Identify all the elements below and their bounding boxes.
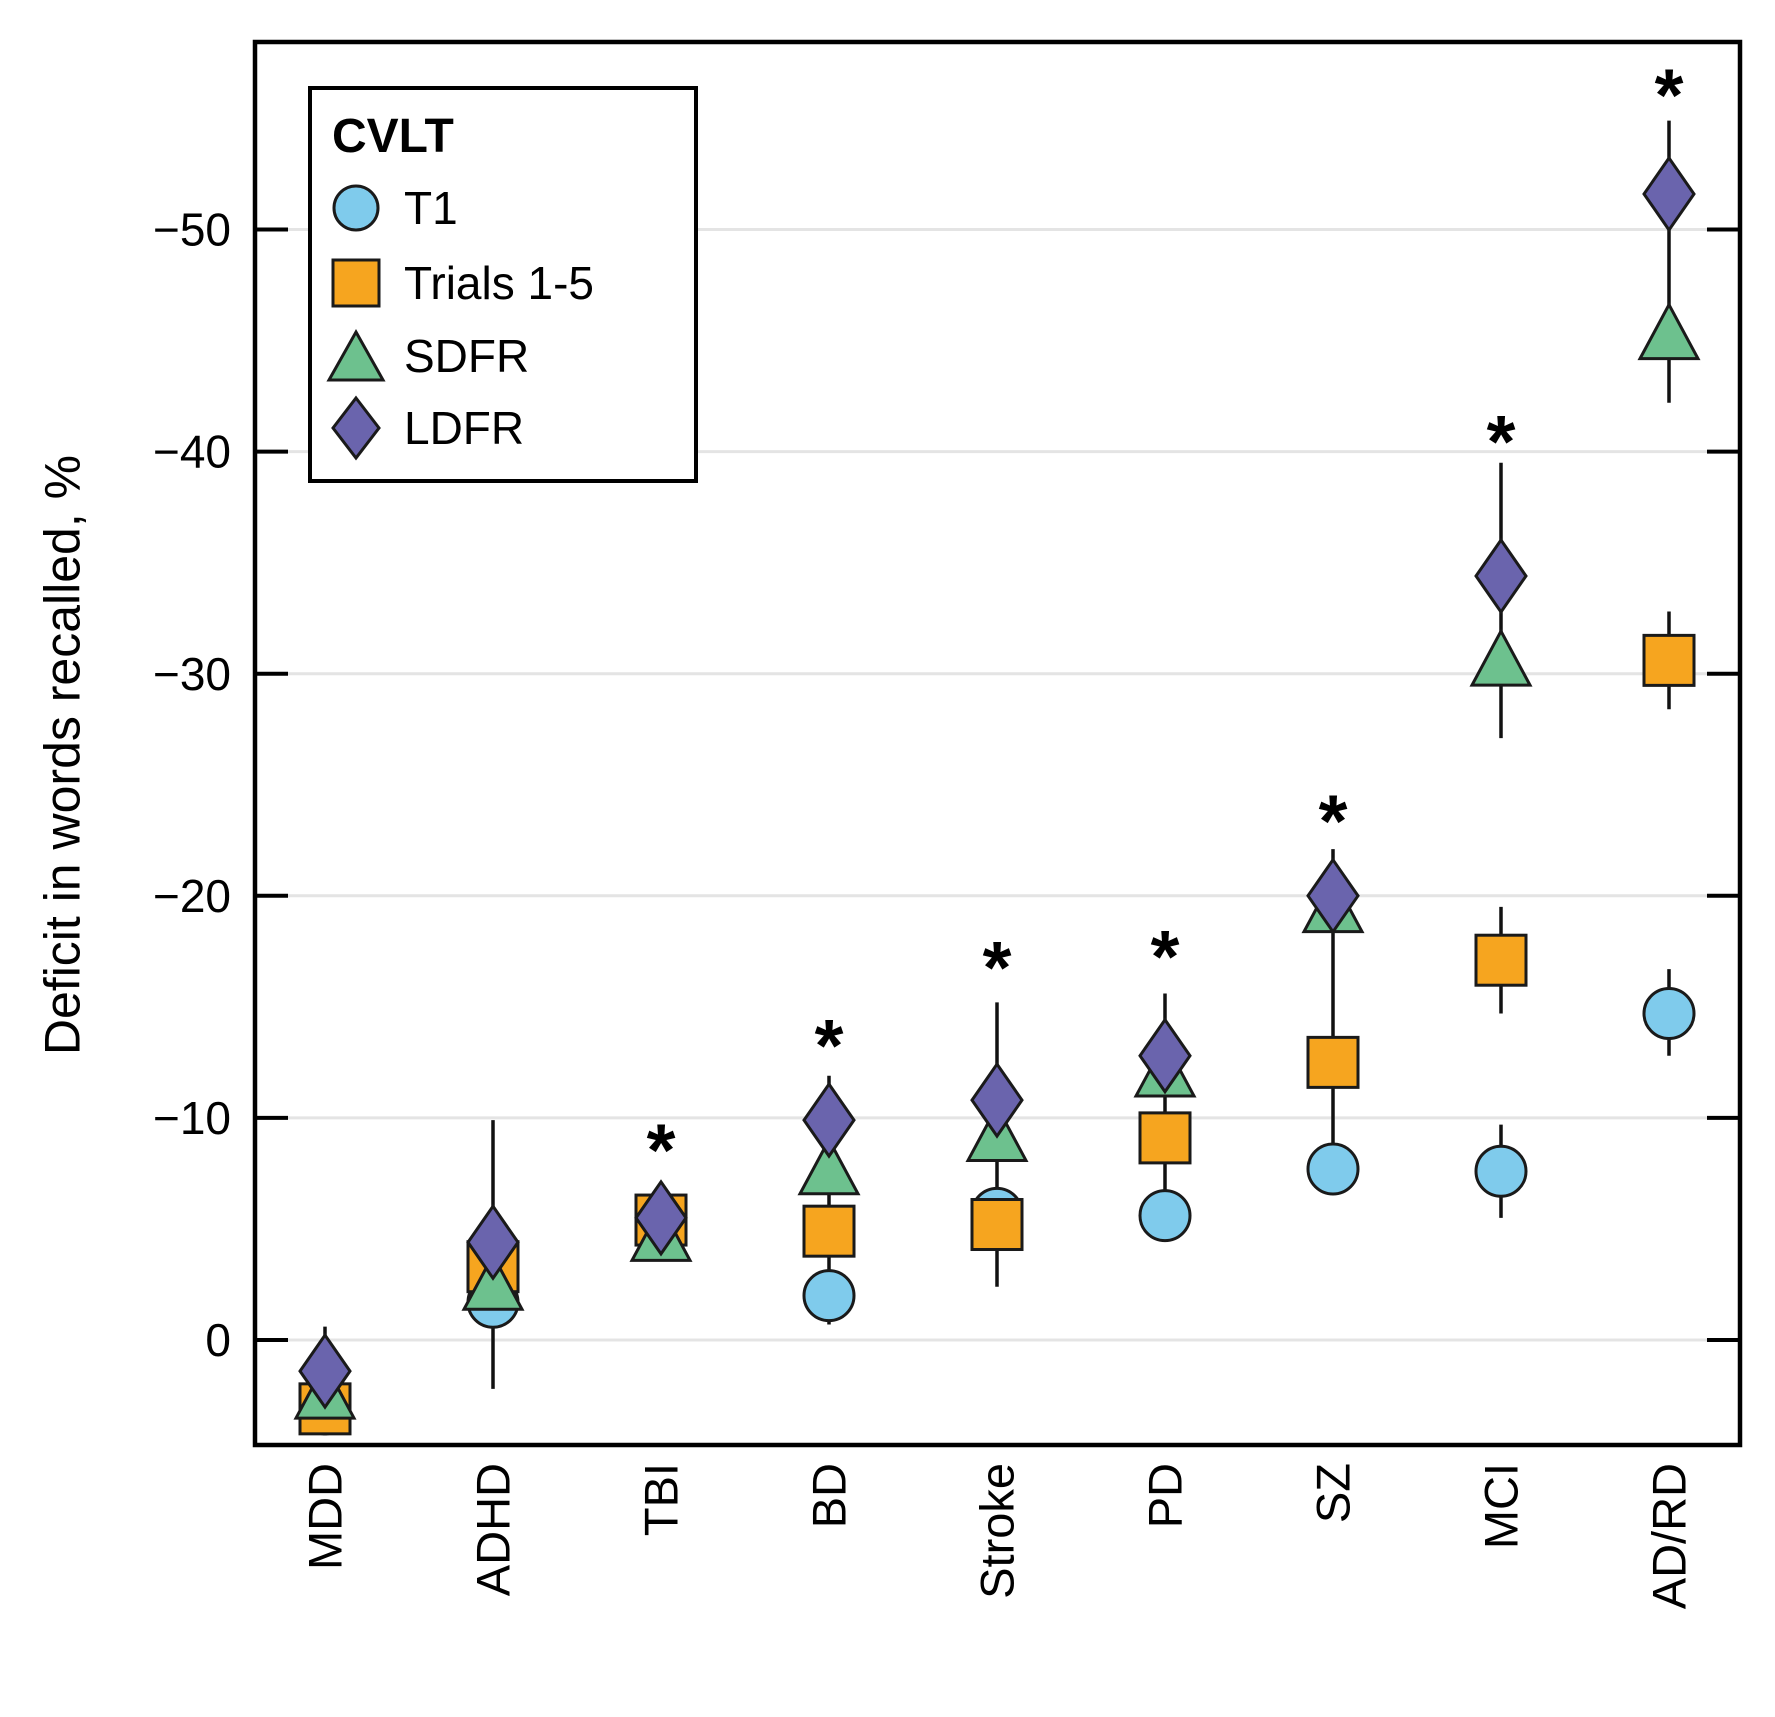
significance-asterisk: * <box>983 926 1012 1009</box>
category-label: MDD <box>298 1463 351 1570</box>
data-markers <box>293 155 1701 1436</box>
category-label: ADHD <box>466 1463 519 1596</box>
marker-ldfr <box>634 1179 688 1257</box>
marker-ldfr <box>466 1203 520 1281</box>
category-group-mci <box>1469 537 1533 1198</box>
marker-t1 <box>1306 1142 1360 1196</box>
significance-asterisk: * <box>1151 915 1180 998</box>
marker-ldfr <box>1138 1017 1192 1095</box>
marker-sdfr <box>1637 301 1701 361</box>
legend-item-label: T1 <box>404 182 458 234</box>
significance-asterisk: * <box>1319 780 1348 863</box>
category-group-tbi <box>629 1179 693 1262</box>
category-group-pd <box>1133 1017 1197 1243</box>
category-group-adhd <box>461 1203 525 1329</box>
ytick-label: −20 <box>153 870 231 922</box>
y-axis-title: Deficit in words recalled, % <box>35 455 91 1055</box>
legend-title: CVLT <box>332 110 454 163</box>
legend-item-t1: T1 <box>332 182 458 234</box>
legend-item-ldfr: LDFR <box>331 395 524 461</box>
marker-trials-1-5 <box>802 1204 856 1258</box>
marker-trials-1-5 <box>1642 633 1696 687</box>
ytick-label: 0 <box>205 1314 231 1366</box>
marker-ldfr <box>1474 537 1528 615</box>
significance-asterisk: * <box>815 1004 844 1087</box>
marker-t1 <box>1642 987 1696 1041</box>
ytick-label: −40 <box>153 426 231 478</box>
plot-frame <box>252 39 1743 1448</box>
marker-t1 <box>1138 1189 1192 1243</box>
legend-item-label: SDFR <box>404 330 529 382</box>
legend-marker-triangle <box>326 328 386 382</box>
category-group-ad-rd <box>1637 155 1701 1041</box>
marker-trials-1-5 <box>970 1198 1024 1252</box>
category-group-stroke <box>965 1061 1029 1252</box>
category-label: SZ <box>1306 1463 1359 1523</box>
marker-trials-1-5 <box>1138 1111 1192 1165</box>
category-label: MCI <box>1474 1463 1527 1549</box>
category-group-mdd <box>293 1332 357 1436</box>
ytick-label: −30 <box>153 648 231 700</box>
marker-ldfr <box>1306 857 1360 935</box>
marker-trials-1-5 <box>1306 1035 1360 1089</box>
legend-marker-square <box>331 258 381 308</box>
legend-item-sdfr: SDFR <box>326 328 529 382</box>
xtick-labels: MDD ADHD TBI BD Stroke PD SZ MCI AD/RD <box>298 1463 1695 1609</box>
marker-t1 <box>1474 1144 1528 1198</box>
marker-sdfr <box>461 1252 525 1311</box>
ytick-label: −10 <box>153 1092 231 1144</box>
category-group-sz <box>1301 857 1365 1196</box>
marker-ldfr <box>298 1332 352 1410</box>
marker-t1 <box>802 1269 856 1323</box>
category-label: BD <box>802 1463 855 1528</box>
significance-markers: * * * * * * * <box>647 53 1684 1191</box>
marker-ldfr <box>970 1061 1024 1139</box>
legend-item-label: LDFR <box>404 402 524 454</box>
significance-asterisk: * <box>1487 400 1516 483</box>
significance-asterisk: * <box>1655 53 1684 136</box>
legend-box <box>308 86 698 483</box>
category-label: AD/RD <box>1642 1463 1695 1609</box>
category-group-bd <box>797 1081 861 1323</box>
category-label: Stroke <box>970 1463 1023 1599</box>
legend-item-trials-1-5: Trials 1-5 <box>331 257 594 309</box>
category-label: PD <box>1138 1463 1191 1528</box>
marker-sdfr <box>797 1136 861 1196</box>
marker-ldfr <box>802 1081 856 1159</box>
axis-ticks <box>255 227 1740 1342</box>
legend-marker-circle <box>332 184 380 232</box>
significance-asterisk: * <box>647 1108 676 1191</box>
ytick-label: −50 <box>153 204 231 256</box>
ytick-labels: 0 −10 −20 −30 −40 −50 <box>153 204 231 1366</box>
category-label: TBI <box>634 1463 687 1536</box>
marker-sdfr <box>1469 627 1533 687</box>
marker-ldfr <box>1642 155 1696 233</box>
marker-trials-1-5 <box>1474 933 1528 987</box>
legend-item-label: Trials 1-5 <box>404 257 594 309</box>
legend: CVLT T1 Trials 1-5 SDFR LDFR <box>308 86 698 483</box>
legend-marker-diamond <box>331 395 381 461</box>
